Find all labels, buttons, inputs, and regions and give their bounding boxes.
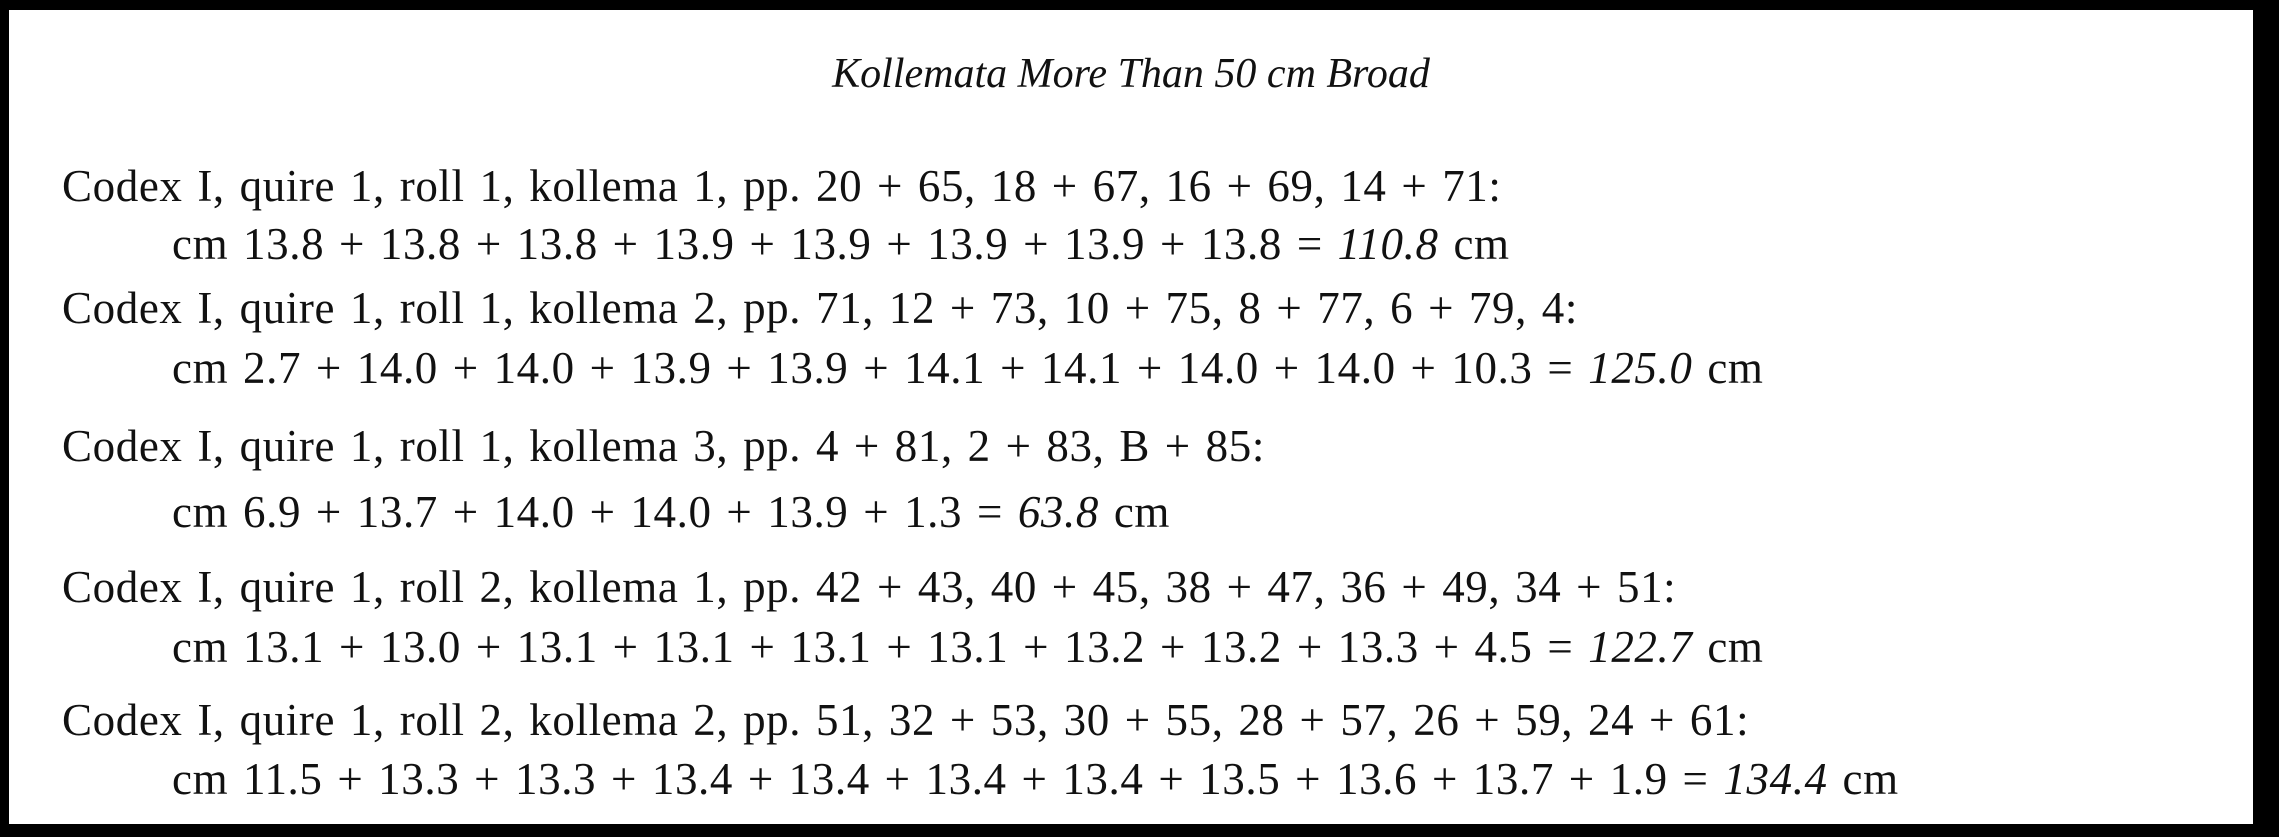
measurement-unit: cm bbox=[1842, 754, 1899, 804]
entry-header: Codex I, quire 1, roll 1, kollema 1, pp.… bbox=[62, 161, 1502, 211]
measurement-expression: cm 11.5 + 13.3 + 13.3 + 13.4 + 13.4 + 13… bbox=[172, 754, 1709, 804]
measurement-total: 125.0 bbox=[1588, 343, 1693, 393]
entry-measurement: cm 6.9 + 13.7 + 14.0 + 14.0 + 13.9 + 1.3… bbox=[172, 486, 1170, 538]
section-title: Kollemata More Than 50 cm Broad bbox=[832, 51, 1430, 97]
measurement-total: 110.8 bbox=[1337, 219, 1439, 269]
entry-measurement: cm 11.5 + 13.3 + 13.3 + 13.4 + 13.4 + 13… bbox=[172, 753, 1899, 805]
entry-header: Codex I, quire 1, roll 2, kollema 2, pp.… bbox=[62, 695, 1750, 745]
measurement-total: 122.7 bbox=[1588, 622, 1693, 672]
measurement-unit: cm bbox=[1453, 219, 1510, 269]
measurement-unit: cm bbox=[1113, 487, 1171, 537]
measurement-expression: cm 2.7 + 14.0 + 14.0 + 13.9 + 13.9 + 14.… bbox=[172, 343, 1574, 393]
document-page: Kollemata More Than 50 cm Broad Codex I,… bbox=[9, 10, 2253, 824]
measurement-expression: cm 6.9 + 13.7 + 14.0 + 14.0 + 13.9 + 1.3… bbox=[172, 487, 1003, 537]
measurement-expression: cm 13.1 + 13.0 + 13.1 + 13.1 + 13.1 + 13… bbox=[172, 622, 1574, 672]
measurement-total: 63.8 bbox=[1017, 487, 1099, 537]
entry-measurement: cm 13.1 + 13.0 + 13.1 + 13.1 + 13.1 + 13… bbox=[172, 621, 1764, 673]
measurement-expression: cm 13.8 + 13.8 + 13.8 + 13.9 + 13.9 + 13… bbox=[172, 219, 1323, 269]
entry-measurement: cm 13.8 + 13.8 + 13.8 + 13.9 + 13.9 + 13… bbox=[172, 218, 1510, 270]
entry-header: Codex I, quire 1, roll 2, kollema 1, pp.… bbox=[62, 562, 1677, 612]
measurement-unit: cm bbox=[1707, 622, 1764, 672]
entry-measurement: cm 2.7 + 14.0 + 14.0 + 13.9 + 13.9 + 14.… bbox=[172, 342, 1764, 394]
entry-header: Codex I, quire 1, roll 1, kollema 3, pp.… bbox=[62, 421, 1265, 471]
entry-header: Codex I, quire 1, roll 1, kollema 2, pp.… bbox=[62, 283, 1578, 333]
measurement-total: 134.4 bbox=[1723, 754, 1828, 804]
measurement-unit: cm bbox=[1707, 343, 1764, 393]
